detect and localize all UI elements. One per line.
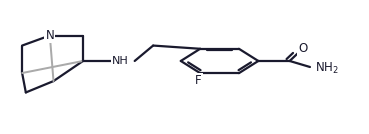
- Text: NH$_2$: NH$_2$: [315, 61, 339, 76]
- Text: NH: NH: [111, 56, 128, 66]
- Text: F: F: [195, 74, 201, 87]
- Text: O: O: [298, 42, 307, 55]
- Text: N: N: [45, 29, 54, 42]
